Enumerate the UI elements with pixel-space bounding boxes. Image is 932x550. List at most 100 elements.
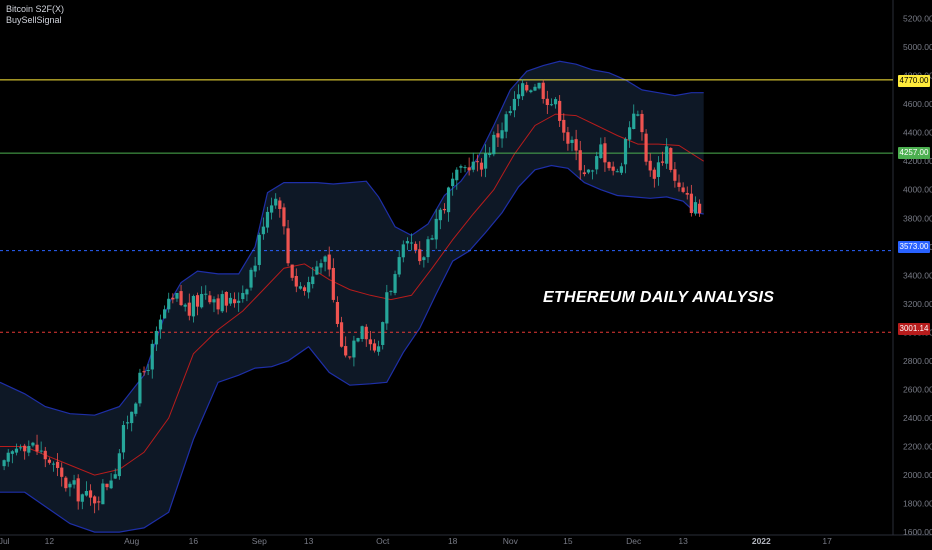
candles-group xyxy=(2,79,702,514)
candle-body xyxy=(245,289,249,295)
candle-body xyxy=(311,276,315,285)
price-tick-label: 4600.00 xyxy=(903,99,932,109)
candle-body xyxy=(430,238,434,240)
candle-body xyxy=(516,94,521,99)
candle-body xyxy=(356,338,360,342)
candle-body xyxy=(640,113,644,133)
candle-body xyxy=(117,453,121,477)
price-tick-label: 1600.00 xyxy=(903,527,932,537)
candle-body xyxy=(138,372,142,404)
candle-body xyxy=(14,448,19,453)
candle-body xyxy=(113,474,117,479)
candle-body xyxy=(368,339,372,345)
bollinger-band-fill xyxy=(0,61,704,533)
candle-body xyxy=(319,263,323,268)
candle-body xyxy=(278,200,282,209)
candle-body xyxy=(10,451,14,454)
candle-body xyxy=(253,265,257,272)
candle-body xyxy=(249,269,253,288)
candle-body xyxy=(615,171,619,173)
candle-body xyxy=(212,299,216,303)
candle-body xyxy=(446,187,451,213)
price-tick-label: 3200.00 xyxy=(903,299,932,309)
candle-body xyxy=(232,299,237,304)
candle-body xyxy=(459,166,463,168)
time-tick-label: Oct xyxy=(376,536,390,546)
symbol-label: Bitcoin S2F(X) xyxy=(6,4,65,14)
candle-body xyxy=(434,218,438,240)
candle-body xyxy=(397,257,401,275)
candle-body xyxy=(607,162,611,169)
candle-body xyxy=(294,275,298,287)
indicator-label: BuySellSignal xyxy=(6,15,62,25)
candle-body xyxy=(545,98,549,106)
candle-body xyxy=(405,241,410,244)
candle-body xyxy=(669,148,673,170)
time-tick-label: 17 xyxy=(822,536,832,546)
candle-body xyxy=(302,287,307,291)
candle-body xyxy=(451,178,455,187)
candle-body xyxy=(426,239,430,258)
candle-body xyxy=(105,483,109,488)
candle-body xyxy=(171,297,175,300)
candle-body xyxy=(121,425,126,453)
candle-body xyxy=(611,166,615,171)
candle-body xyxy=(125,422,130,424)
candle-body xyxy=(265,211,270,228)
candle-body xyxy=(512,98,517,111)
candle-body xyxy=(237,300,241,303)
candle-body xyxy=(442,208,447,211)
price-tag-3001: 3001.14 xyxy=(898,323,930,335)
candle-body xyxy=(344,346,348,356)
price-tick-label: 3800.00 xyxy=(903,213,932,223)
time-tick-label: Dec xyxy=(626,536,642,546)
price-tick-label: 2200.00 xyxy=(903,442,932,452)
candle-body xyxy=(389,290,393,292)
candle-body xyxy=(270,205,274,213)
time-tick-label: 13 xyxy=(304,536,314,546)
candle-body xyxy=(652,169,656,179)
candle-body xyxy=(130,411,134,424)
candle-body xyxy=(93,496,97,504)
candle-body xyxy=(689,193,693,214)
candle-body xyxy=(228,297,233,304)
candle-body xyxy=(327,254,331,270)
time-tick-label: 18 xyxy=(448,536,458,546)
candle-body xyxy=(150,343,154,370)
candle-body xyxy=(525,84,529,91)
candle-body xyxy=(463,167,467,169)
bollinger-basis-line xyxy=(0,113,704,476)
candle-body xyxy=(220,294,224,312)
candle-body xyxy=(261,226,265,235)
candle-body xyxy=(339,322,344,347)
candle-body xyxy=(533,86,537,91)
price-tag-3573: 3573.00 xyxy=(898,241,930,253)
candle-body xyxy=(109,480,113,489)
candle-body xyxy=(348,356,352,358)
analysis-annotation: ETHEREUM DAILY ANALYSIS xyxy=(543,289,775,306)
candle-body xyxy=(660,161,665,163)
candle-body xyxy=(385,292,389,324)
price-tick-label: 2800.00 xyxy=(903,356,932,366)
candle-body xyxy=(88,490,93,498)
candle-body xyxy=(586,169,591,173)
price-tick-label: 4200.00 xyxy=(903,156,932,166)
candle-body xyxy=(331,267,335,300)
candle-body xyxy=(43,450,47,460)
time-tick-label: 12 xyxy=(45,536,55,546)
candle-body xyxy=(467,167,471,171)
candle-body xyxy=(483,153,488,169)
time-tick-label: 15 xyxy=(563,536,573,546)
price-tick-label: 2600.00 xyxy=(903,384,932,394)
candle-body xyxy=(179,291,183,306)
candle-body xyxy=(72,480,76,485)
candle-body xyxy=(364,326,368,340)
candle-body xyxy=(80,494,84,502)
candle-body xyxy=(541,82,545,99)
candle-body xyxy=(18,447,23,449)
candle-body xyxy=(418,249,422,262)
candle-body xyxy=(200,293,204,308)
candle-body xyxy=(335,301,340,324)
